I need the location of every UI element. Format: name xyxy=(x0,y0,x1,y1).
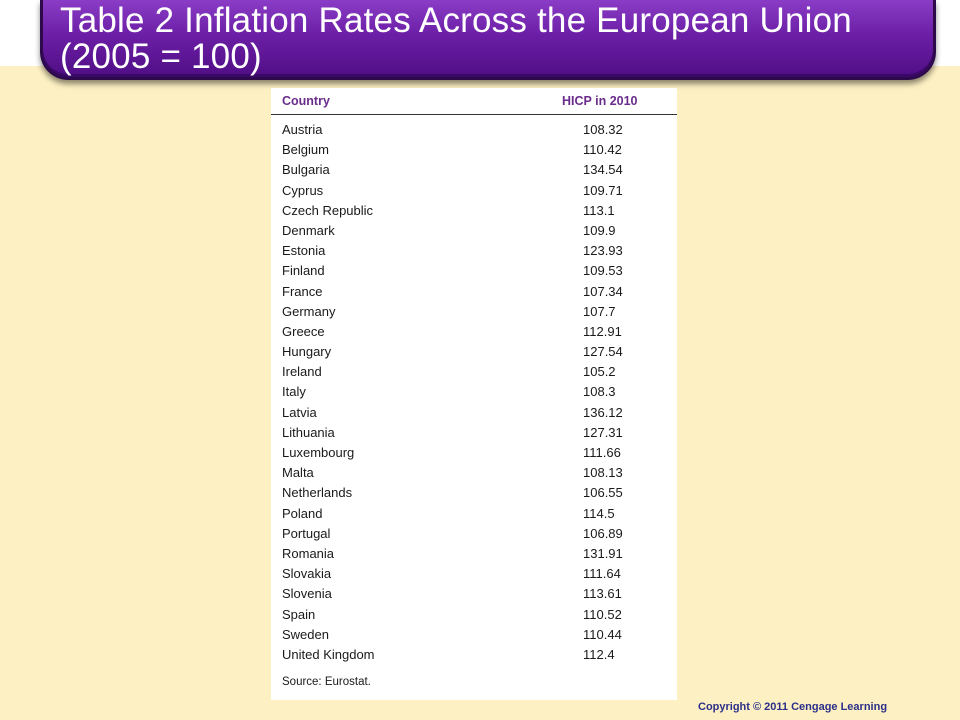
cell-country: Cyprus xyxy=(282,182,324,198)
cell-country: Slovenia xyxy=(282,586,332,602)
cell-hicp: 113.1 xyxy=(583,202,615,218)
cell-country: France xyxy=(282,283,323,299)
cell-country: Denmark xyxy=(282,222,335,238)
table-row: Finland 109.53 xyxy=(271,261,677,281)
cell-country: Czech Republic xyxy=(282,202,374,218)
cell-country: Austria xyxy=(282,122,323,137)
cell-hicp: 106.89 xyxy=(583,525,623,541)
table-row: Denmark 109.9 xyxy=(271,221,677,241)
table-row: Cyprus 109.71 xyxy=(271,181,677,201)
cell-hicp: 106.55 xyxy=(583,485,623,501)
table-row: Lithuania 127.31 xyxy=(271,423,677,443)
cell-country: Lithuania xyxy=(282,424,335,440)
cell-hicp: 134.54 xyxy=(583,162,623,178)
table-row: Latvia 136.12 xyxy=(271,403,677,423)
cell-country: Belgium xyxy=(282,142,329,158)
cell-country: Italy xyxy=(282,384,306,400)
table-row: Greece 112.91 xyxy=(271,322,677,342)
title-bar xyxy=(40,0,936,80)
table-row: Poland 114.5 xyxy=(271,504,677,524)
cell-country: Romania xyxy=(282,545,335,561)
table-row: Estonia 123.93 xyxy=(271,241,677,261)
copyright-notice: Copyright © 2011 Cengage Learning xyxy=(698,701,888,713)
table-row: Spain 110.52 xyxy=(271,605,677,625)
cell-hicp: 112.4 xyxy=(583,646,615,662)
cell-hicp: 131.91 xyxy=(583,545,623,561)
cell-country: Portugal xyxy=(282,525,331,541)
table-row: Netherlands 106.55 xyxy=(271,483,677,503)
table-row: Malta 108.13 xyxy=(271,463,677,483)
cell-hicp: 110.52 xyxy=(583,606,622,622)
cell-hicp: 109.71 xyxy=(583,182,623,198)
cell-country: Greece xyxy=(282,323,325,339)
cell-country: Luxembourg xyxy=(282,445,355,460)
column-header-hicp: HICP in 2010 xyxy=(562,94,638,108)
cell-country: Hungary xyxy=(282,344,332,360)
table-row: United Kingdom 112.4 xyxy=(271,645,677,665)
table-row: France 107.34 xyxy=(271,282,677,302)
cell-country: Poland xyxy=(282,505,323,521)
table-row: Slovenia 113.61 xyxy=(271,584,677,604)
cell-hicp: 123.93 xyxy=(583,243,623,259)
cell-hicp: 105.2 xyxy=(583,364,616,380)
cell-country: Sweden xyxy=(282,626,329,642)
cell-hicp: 110.42 xyxy=(583,142,622,158)
cell-country: Ireland xyxy=(282,364,322,380)
slide-title: Table 2 Inflation Rates Across the Europ… xyxy=(60,1,852,76)
cell-hicp: 127.54 xyxy=(583,344,623,360)
table-header: Country HICP in 2010 xyxy=(271,88,677,115)
cell-hicp: 108.3 xyxy=(583,384,616,400)
cell-country: United Kingdom xyxy=(282,646,375,662)
cell-hicp: 108.13 xyxy=(583,465,623,481)
table-row: Sweden 110.44 xyxy=(271,625,677,645)
table-row: Luxembourg 111.66 xyxy=(271,443,677,463)
cell-country: Spain xyxy=(282,606,316,622)
cell-hicp: 110.44 xyxy=(583,626,622,642)
cell-hicp: 107.34 xyxy=(583,283,623,299)
cell-country: Malta xyxy=(282,465,314,481)
table-row: Slovakia 111.64 xyxy=(271,564,677,584)
cell-hicp: 114.5 xyxy=(583,505,615,521)
table-row: Czech Republic 113.1 xyxy=(271,201,677,221)
table-row: Ireland 105.2 xyxy=(271,362,677,382)
cell-hicp: 111.66 xyxy=(583,445,621,460)
cell-country: Estonia xyxy=(282,243,326,259)
cell-hicp: 136.12 xyxy=(583,404,623,420)
cell-hicp: 112.91 xyxy=(583,323,622,339)
column-header-country: Country xyxy=(282,94,330,108)
table-row: Germany 107.7 xyxy=(271,302,677,322)
cell-country: Slovakia xyxy=(282,566,332,582)
cell-hicp: 108.32 xyxy=(583,122,623,137)
cell-hicp: 113.61 xyxy=(583,586,622,602)
cell-hicp: 109.53 xyxy=(583,263,623,279)
cell-country: Finland xyxy=(282,263,325,279)
table-row: Austria 108.32 xyxy=(271,120,677,140)
table-row: Bulgaria 134.54 xyxy=(271,160,677,180)
table-row: Romania 131.91 xyxy=(271,544,677,564)
table-row: Portugal 106.89 xyxy=(271,524,677,544)
cell-country: Netherlands xyxy=(282,485,353,501)
inflation-table: Country HICP in 2010 Austria 108.32 Belgiu… xyxy=(271,88,677,700)
cell-hicp: 107.7 xyxy=(583,303,616,319)
table-source-note: Source: Eurostat. xyxy=(282,676,371,688)
cell-country: Bulgaria xyxy=(282,162,330,178)
table-body: Austria 108.32 Belgium 110.42 Bulgaria 134.54… xyxy=(271,120,677,665)
table-row: Hungary 127.54 xyxy=(271,342,677,362)
cell-hicp: 109.9 xyxy=(583,222,616,238)
cell-country: Germany xyxy=(282,303,336,319)
cell-country: Latvia xyxy=(282,404,317,420)
cell-hicp: 111.64 xyxy=(583,566,621,582)
table-row: Italy 108.3 xyxy=(271,382,677,402)
cell-hicp: 127.31 xyxy=(583,424,623,440)
table-row: Belgium 110.42 xyxy=(271,140,677,160)
